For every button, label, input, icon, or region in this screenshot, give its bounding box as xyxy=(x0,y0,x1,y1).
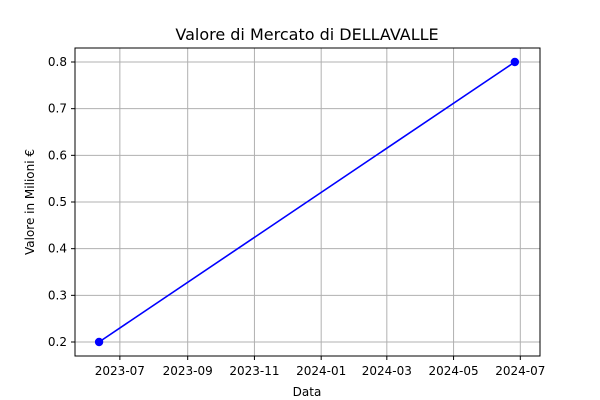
series xyxy=(94,57,520,347)
grid xyxy=(75,48,540,356)
x-tick-label: 2024-01 xyxy=(296,364,346,378)
y-tick-label: 0.4 xyxy=(48,242,67,256)
y-tick-label: 0.7 xyxy=(48,102,67,116)
axes-ticks: 2023-07 2023-09 2023-11 2024-01 2024-03 2024-… xyxy=(48,55,545,378)
x-tick-label: 2023-11 xyxy=(229,364,279,378)
series-line xyxy=(98,61,516,343)
y-tick-label: 0.3 xyxy=(48,288,67,302)
x-tick-label: 2023-07 xyxy=(95,364,145,378)
x-tick-label: 2024-05 xyxy=(428,364,478,378)
y-axis-label: Valore in Milioni € xyxy=(23,149,37,255)
y-tick-label: 0.2 xyxy=(48,335,67,349)
x-tick-label: 2023-09 xyxy=(163,364,213,378)
y-tick-label: 0.5 xyxy=(48,195,67,209)
data-point xyxy=(94,337,104,347)
chart-title: Valore di Mercato di DELLAVALLE xyxy=(175,25,438,44)
data-point xyxy=(510,57,520,67)
x-axis-label: Data xyxy=(293,385,322,399)
y-tick-label: 0.8 xyxy=(48,55,67,69)
x-tick-label: 2024-07 xyxy=(495,364,545,378)
y-tick-label: 0.6 xyxy=(48,148,67,162)
x-tick-label: 2024-03 xyxy=(362,364,412,378)
